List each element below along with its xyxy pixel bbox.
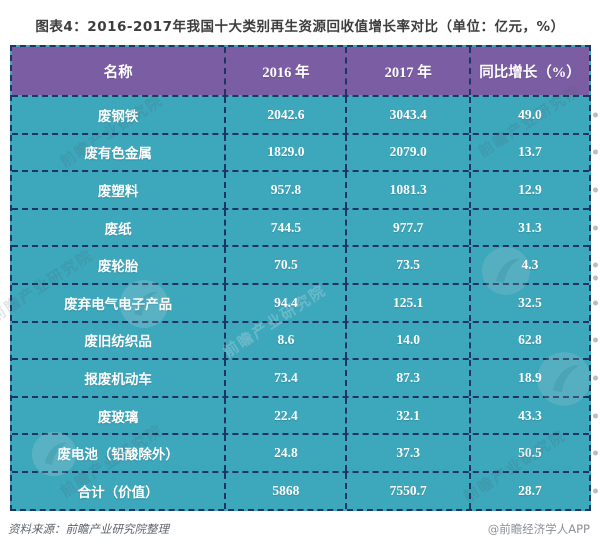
row-2017-cell: 125.1 [345, 284, 468, 321]
table-row: 废玻璃 22.4 32.1 43.3 [12, 395, 598, 434]
data-table: 名称 2016 年 2017 年 同比增长（%） 废钢铁 2042.6 3043.4… [10, 45, 598, 511]
table-header-row: 名称 2016 年 2017 年 同比增长（%） [12, 47, 598, 281]
row-marker-dot [593, 187, 598, 193]
row-marker-dot [593, 225, 598, 231]
column-header-2016: 2016 年 [224, 47, 345, 95]
row-name-cell: 废轮胎 [97, 259, 139, 275]
row-marker-dot [593, 488, 598, 494]
row-name-cell: 废玻璃 [97, 409, 139, 425]
row-2017-cell: 2079.0 [345, 134, 468, 171]
row-marker-dot [593, 275, 598, 281]
row-name-cell: 废电池（铅酸除外） [57, 447, 179, 463]
row-growth-cell: 18.9 [468, 360, 589, 396]
column-header-name: 名称 [103, 64, 133, 81]
row-2017-cell: 7550.7 [345, 472, 468, 509]
table-row: 废电池（铅酸除外） 24.8 37.3 50.5 [12, 433, 598, 471]
row-2016-cell: 2042.6 [224, 97, 345, 133]
row-growth-cell: 43.3 [468, 397, 589, 434]
row-2016-cell: 73.4 [224, 360, 345, 396]
row-growth-cell: 12.9 [468, 172, 589, 208]
row-marker-dot [593, 262, 598, 268]
row-2016-cell: 22.4 [224, 397, 345, 434]
row-2016-cell: 5868 [224, 472, 345, 509]
row-name-cell: 合计（价值） [77, 484, 159, 500]
row-2017-cell: 73.5 [345, 247, 468, 283]
row-growth-cell: 4.3 [468, 247, 589, 283]
row-2017-cell: 32.1 [345, 397, 468, 434]
table-row: 废有色金属 1829.0 2079.0 13.7 [12, 132, 598, 171]
row-name-cell: 废钢铁 [97, 108, 139, 124]
row-growth-cell: 31.3 [468, 209, 589, 246]
row-2017-cell: 87.3 [345, 360, 468, 396]
row-2016-cell: 8.6 [224, 322, 345, 359]
row-name-cell: 废纸 [104, 221, 132, 237]
row-marker-dot [593, 112, 598, 118]
row-name-cell: 废旧纺织品 [84, 334, 152, 350]
row-marker-dot [593, 413, 598, 419]
row-growth-cell: 62.8 [468, 322, 589, 359]
page-title: 图表4：2016-2017年我国十大类别再生资源回收值增长率对比（单位：亿元，%… [35, 19, 565, 35]
row-growth-cell: 50.5 [468, 435, 589, 471]
row-2017-cell: 977.7 [345, 209, 468, 246]
row-2017-cell: 1081.3 [345, 172, 468, 208]
table-row: 废钢铁 2042.6 3043.4 49.0 [12, 95, 598, 133]
row-name-cell: 废弃电气电子产品 [64, 296, 173, 312]
column-header-growth: 同比增长（%） [468, 47, 589, 95]
table-row: 废轮胎 70.5 73.5 4.3 [12, 245, 598, 283]
table-row: 废纸 744.5 977.7 31.3 [12, 207, 598, 246]
table-row: 合计（价值） 5868 7550.7 28.7 [12, 470, 598, 509]
row-growth-cell: 13.7 [468, 134, 589, 171]
row-name-cell: 废有色金属 [84, 146, 152, 162]
row-2016-cell: 24.8 [224, 435, 345, 471]
table-row: 报废机动车 73.4 87.3 18.9 [12, 358, 598, 396]
source-note: 资料来源：前瞻产业研究院整理 [8, 522, 169, 536]
row-name-cell: 废塑料 [97, 183, 139, 199]
row-growth-cell: 32.5 [468, 284, 589, 321]
row-2017-cell: 3043.4 [345, 97, 468, 133]
row-growth-cell: 28.7 [468, 472, 589, 509]
row-marker-dot [593, 450, 598, 456]
table-body: 废钢铁 2042.6 3043.4 49.0 废有色金属 1829.0 2079.0 13.7… [12, 95, 598, 509]
row-2016-cell: 1829.0 [224, 134, 345, 171]
row-name-cell: 报废机动车 [84, 371, 152, 387]
row-marker-dot [593, 337, 598, 343]
row-marker-dot [593, 149, 598, 155]
brand-note: @前瞻经济学人APP [487, 522, 590, 536]
row-2016-cell: 70.5 [224, 247, 345, 283]
row-2017-cell: 37.3 [345, 435, 468, 471]
row-2016-cell: 744.5 [224, 209, 345, 246]
row-marker-dot [593, 375, 598, 381]
column-header-2017: 2017 年 [345, 47, 468, 95]
row-marker-dot [593, 300, 598, 306]
row-2017-cell: 14.0 [345, 322, 468, 359]
table-row: 废旧纺织品 8.6 14.0 62.8 [12, 320, 598, 359]
row-2016-cell: 957.8 [224, 172, 345, 208]
row-growth-cell: 49.0 [468, 97, 589, 133]
table-row: 废塑料 957.8 1081.3 12.9 [12, 170, 598, 208]
row-2016-cell: 94.4 [224, 284, 345, 321]
table-row: 废弃电气电子产品 94.4 125.1 32.5 [12, 282, 598, 321]
